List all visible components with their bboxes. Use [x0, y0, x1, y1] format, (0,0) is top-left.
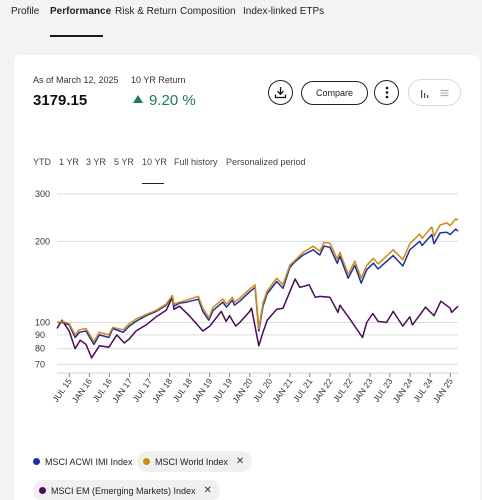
legend-label-acwi-imi: MSCI ACWI IMI Index: [45, 456, 133, 467]
tab-bar: Profile Performance Risk & Return Compos…: [0, 0, 482, 37]
remove-em-close-icon[interactable]: ✕: [203, 485, 212, 496]
y-tick-label: 200: [35, 236, 50, 246]
legend-acwi-imi: MSCI ACWI IMI Index: [27, 451, 141, 472]
return-label: 10 YR Return: [131, 75, 186, 85]
period-10yr[interactable]: 10 YR: [142, 157, 167, 167]
y-tick-label: 300: [35, 189, 50, 199]
chart-series: [56, 218, 459, 359]
list-view-button[interactable]: [437, 86, 451, 100]
legend-label-em: MSCI EM (Emerging Markets) Index: [51, 485, 196, 496]
y-axis: 70 80 90 100 200 300: [35, 189, 50, 369]
x-tick-label: JAN 17: [110, 376, 134, 405]
active-tab-indicator: [50, 35, 103, 37]
tab-performance[interactable]: Performance: [50, 6, 112, 17]
list-icon: [440, 90, 448, 97]
return-value: 9.20 %: [149, 92, 196, 109]
legend-em: MSCI EM (Emerging Markets) Index ✕: [33, 480, 220, 500]
legend-world: MSCI World Index ✕: [137, 451, 253, 472]
x-tick-label: JAN 25: [431, 376, 455, 405]
bar-chart-icon: [421, 89, 429, 98]
x-tick-label: JAN 20: [230, 376, 254, 405]
as-of-date: As of March 12, 2025: [33, 75, 119, 85]
x-tick-label: JAN 24: [391, 376, 415, 405]
series-line-world: [56, 218, 459, 343]
period-ytd[interactable]: YTD: [33, 157, 51, 167]
download-button[interactable]: [268, 80, 293, 105]
x-tick-label: JAN 16: [70, 376, 94, 405]
legend-label-world: MSCI World Index: [155, 456, 228, 467]
more-vertical-icon: [385, 86, 388, 99]
index-value: 3179.15: [33, 92, 88, 109]
series-line-em: [56, 278, 459, 359]
x-tick-label: JAN 19: [190, 376, 214, 405]
view-toggle: [408, 79, 461, 106]
tab-index-linked-etps[interactable]: Index-linked ETPs: [243, 6, 325, 17]
period-personalized[interactable]: Personalized period: [226, 157, 306, 167]
x-tick-label: JAN 23: [351, 376, 375, 405]
remove-world-close-icon[interactable]: ✕: [235, 456, 245, 467]
y-tick-label: 80: [35, 344, 45, 354]
chart-view-button[interactable]: [418, 86, 432, 100]
y-tick-label: 70: [35, 359, 45, 369]
tab-risk-return[interactable]: Risk & Return: [115, 6, 177, 17]
period-1yr[interactable]: 1 YR: [59, 157, 79, 167]
period-3yr[interactable]: 3 YR: [86, 157, 106, 167]
legend-dot-acwi-imi: [33, 458, 40, 465]
x-tick-label: JAN 21: [270, 376, 294, 405]
performance-card: [14, 55, 480, 500]
legend-dot-em: [39, 487, 46, 494]
y-tick-label: 100: [35, 318, 50, 328]
period-5yr[interactable]: 5 YR: [114, 157, 134, 167]
compare-button[interactable]: Compare: [301, 81, 368, 105]
tab-profile[interactable]: Profile: [11, 6, 40, 17]
y-tick-label: 90: [35, 330, 45, 340]
legend-dot-world: [143, 458, 150, 465]
active-period-indicator: [142, 183, 164, 184]
more-options-button[interactable]: [374, 80, 399, 105]
period-full-history[interactable]: Full history: [174, 157, 218, 167]
chart-grid: [57, 193, 458, 374]
series-line-acwi-imi: [57, 228, 459, 346]
x-tick-label: JAN 18: [150, 376, 174, 405]
download-icon: [274, 87, 287, 99]
x-tick-label: JAN 22: [310, 376, 334, 405]
tab-composition[interactable]: Composition: [180, 6, 236, 17]
up-arrow-icon: [133, 95, 143, 103]
